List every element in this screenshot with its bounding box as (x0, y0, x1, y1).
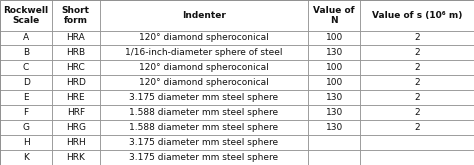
Bar (100, 46, 308, 60)
Text: Short
form: Short form (62, 6, 90, 25)
Text: HRH: HRH (66, 138, 86, 147)
Text: Value of
N: Value of N (313, 6, 355, 25)
Text: 1.588 diameter mm steel sphere: 1.588 diameter mm steel sphere (129, 108, 278, 117)
Bar (52, 105, 100, 120)
Text: B: B (23, 49, 29, 57)
Text: 120° diamond spheroconical: 120° diamond spheroconical (139, 78, 269, 87)
Text: 3.175 diameter mm steel sphere: 3.175 diameter mm steel sphere (129, 93, 278, 102)
Text: HRD: HRD (66, 78, 86, 87)
Bar (52, 120, 100, 135)
Text: Indenter: Indenter (182, 11, 226, 20)
Bar (308, 60, 360, 75)
Text: 130: 130 (326, 93, 343, 102)
Bar (360, 60, 474, 75)
Text: H: H (23, 138, 29, 147)
Bar (308, 135, 360, 150)
Bar (360, 46, 474, 60)
Text: 2: 2 (414, 123, 420, 132)
Bar (0, 150, 52, 165)
Bar (0, 0, 52, 31)
Bar (52, 75, 100, 90)
Bar (100, 90, 308, 105)
Bar (100, 105, 308, 120)
Bar (0, 90, 52, 105)
Text: 100: 100 (326, 63, 343, 72)
Bar (308, 90, 360, 105)
Bar (0, 60, 52, 75)
Text: A: A (23, 33, 29, 43)
Text: K: K (23, 153, 29, 162)
Bar (360, 0, 474, 31)
Bar (360, 150, 474, 165)
Text: HRA: HRA (66, 33, 85, 43)
Bar (100, 150, 308, 165)
Bar (52, 135, 100, 150)
Bar (100, 135, 308, 150)
Bar (308, 105, 360, 120)
Text: 2: 2 (414, 78, 420, 87)
Bar (360, 105, 474, 120)
Text: 2: 2 (414, 33, 420, 43)
Bar (360, 90, 474, 105)
Text: 2: 2 (414, 108, 420, 117)
Bar (0, 31, 52, 46)
Bar (0, 135, 52, 150)
Bar (52, 60, 100, 75)
Bar (100, 120, 308, 135)
Bar (0, 75, 52, 90)
Text: 3.175 diameter mm steel sphere: 3.175 diameter mm steel sphere (129, 153, 278, 162)
Bar (100, 75, 308, 90)
Text: 1.588 diameter mm steel sphere: 1.588 diameter mm steel sphere (129, 123, 278, 132)
Bar (0, 46, 52, 60)
Text: HRF: HRF (67, 108, 85, 117)
Text: Rockwell
Scale: Rockwell Scale (3, 6, 49, 25)
Text: F: F (24, 108, 28, 117)
Bar (0, 105, 52, 120)
Bar (100, 0, 308, 31)
Text: HRG: HRG (66, 123, 86, 132)
Bar (100, 60, 308, 75)
Bar (52, 150, 100, 165)
Text: HRK: HRK (66, 153, 85, 162)
Text: HRC: HRC (66, 63, 85, 72)
Text: E: E (23, 93, 29, 102)
Bar (360, 31, 474, 46)
Text: 2: 2 (414, 93, 420, 102)
Text: D: D (23, 78, 29, 87)
Bar (52, 0, 100, 31)
Bar (52, 90, 100, 105)
Bar (308, 0, 360, 31)
Text: HRE: HRE (66, 93, 85, 102)
Bar (52, 31, 100, 46)
Text: 2: 2 (414, 49, 420, 57)
Bar (100, 31, 308, 46)
Bar (308, 46, 360, 60)
Bar (0, 120, 52, 135)
Bar (52, 46, 100, 60)
Text: 120° diamond spheroconical: 120° diamond spheroconical (139, 33, 269, 43)
Text: G: G (23, 123, 29, 132)
Bar (360, 120, 474, 135)
Bar (308, 150, 360, 165)
Text: 130: 130 (326, 108, 343, 117)
Text: Value of s (10⁶ m): Value of s (10⁶ m) (372, 11, 462, 20)
Text: 100: 100 (326, 78, 343, 87)
Text: 130: 130 (326, 49, 343, 57)
Text: 3.175 diameter mm steel sphere: 3.175 diameter mm steel sphere (129, 138, 278, 147)
Bar (308, 31, 360, 46)
Bar (308, 120, 360, 135)
Bar (360, 75, 474, 90)
Text: HRB: HRB (66, 49, 85, 57)
Bar (308, 75, 360, 90)
Text: 2: 2 (414, 63, 420, 72)
Text: 120° diamond spheroconical: 120° diamond spheroconical (139, 63, 269, 72)
Text: 100: 100 (326, 33, 343, 43)
Bar (360, 135, 474, 150)
Text: 1/16-inch-diameter sphere of steel: 1/16-inch-diameter sphere of steel (125, 49, 283, 57)
Text: 130: 130 (326, 123, 343, 132)
Text: C: C (23, 63, 29, 72)
